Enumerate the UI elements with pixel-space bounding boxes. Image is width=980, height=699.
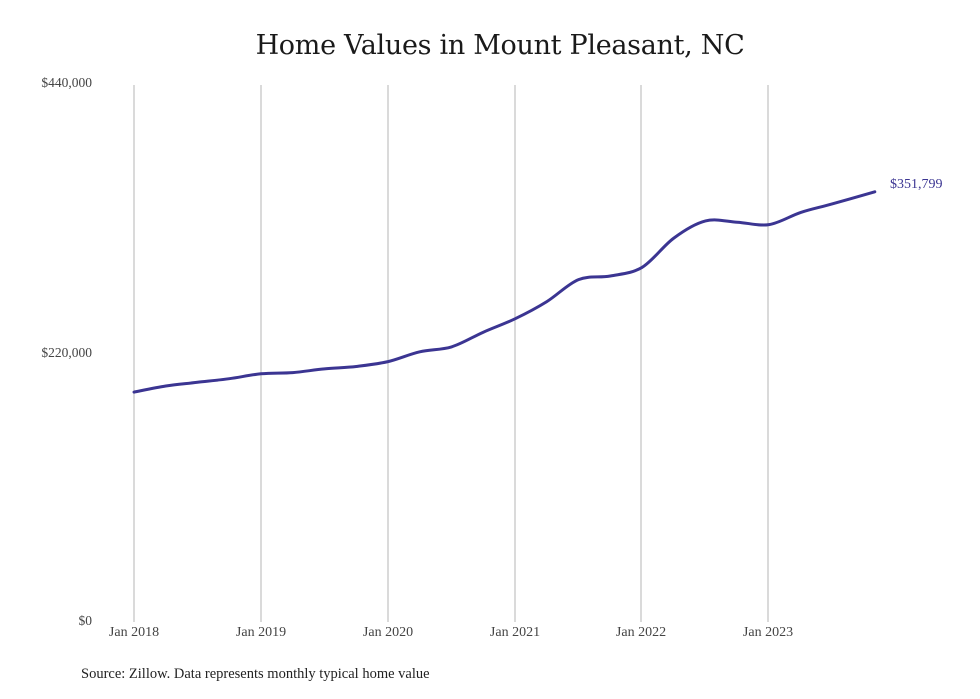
x-tick-label-jan-2023: Jan 2023 <box>742 625 794 640</box>
x-tick-label-jan-2022: Jan 2022 <box>615 625 667 640</box>
y-tick-label-440000: $440,000 <box>41 75 92 90</box>
home-value-line <box>132 190 877 394</box>
vertical-gridlines <box>133 85 769 622</box>
x-tick-label-jan-2018: Jan 2018 <box>108 625 160 640</box>
y-tick-label-0: $0 <box>78 613 93 628</box>
last-value-label: $351,799 <box>890 177 943 192</box>
x-tick-label-jan-2021: Jan 2021 <box>489 625 541 640</box>
chart-title: Home Values in Mount Pleasant, NC <box>255 30 745 61</box>
x-tick-label-jan-2020: Jan 2020 <box>362 625 414 640</box>
y-tick-label-220000: $220,000 <box>41 345 92 360</box>
x-tick-label-jan-2019: Jan 2019 <box>235 625 287 640</box>
source-note: Source: Zillow. Data represents monthly … <box>81 666 430 682</box>
